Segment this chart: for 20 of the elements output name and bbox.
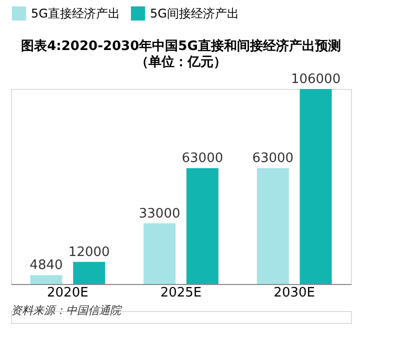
data-label: 33000	[138, 206, 180, 222]
bar	[144, 223, 176, 284]
data-label: 12000	[68, 244, 110, 260]
bar	[30, 275, 62, 284]
chart-title: 图表4:2020-2030年中国5G直接和间接经济产出预测	[21, 38, 341, 54]
data-label: 4840	[30, 258, 63, 274]
chart-subtitle: （单位：亿元）	[136, 54, 226, 70]
x-tick-label: 2020E	[47, 286, 88, 300]
legend-label: 5G直接经济产出	[31, 6, 120, 20]
data-label: 63000	[252, 151, 294, 166]
text: 资料来源：中国信通院	[11, 304, 123, 317]
x-tick-label: 2030E	[274, 286, 315, 300]
data-label: 63000	[182, 151, 224, 166]
bar	[186, 168, 218, 284]
legend-label: 5G间接经济产出	[150, 6, 239, 20]
bar	[256, 168, 289, 284]
bar	[73, 262, 106, 284]
bar	[300, 89, 332, 284]
data-label: 106000	[290, 72, 341, 87]
x-tick-label: 2025E	[160, 286, 202, 300]
